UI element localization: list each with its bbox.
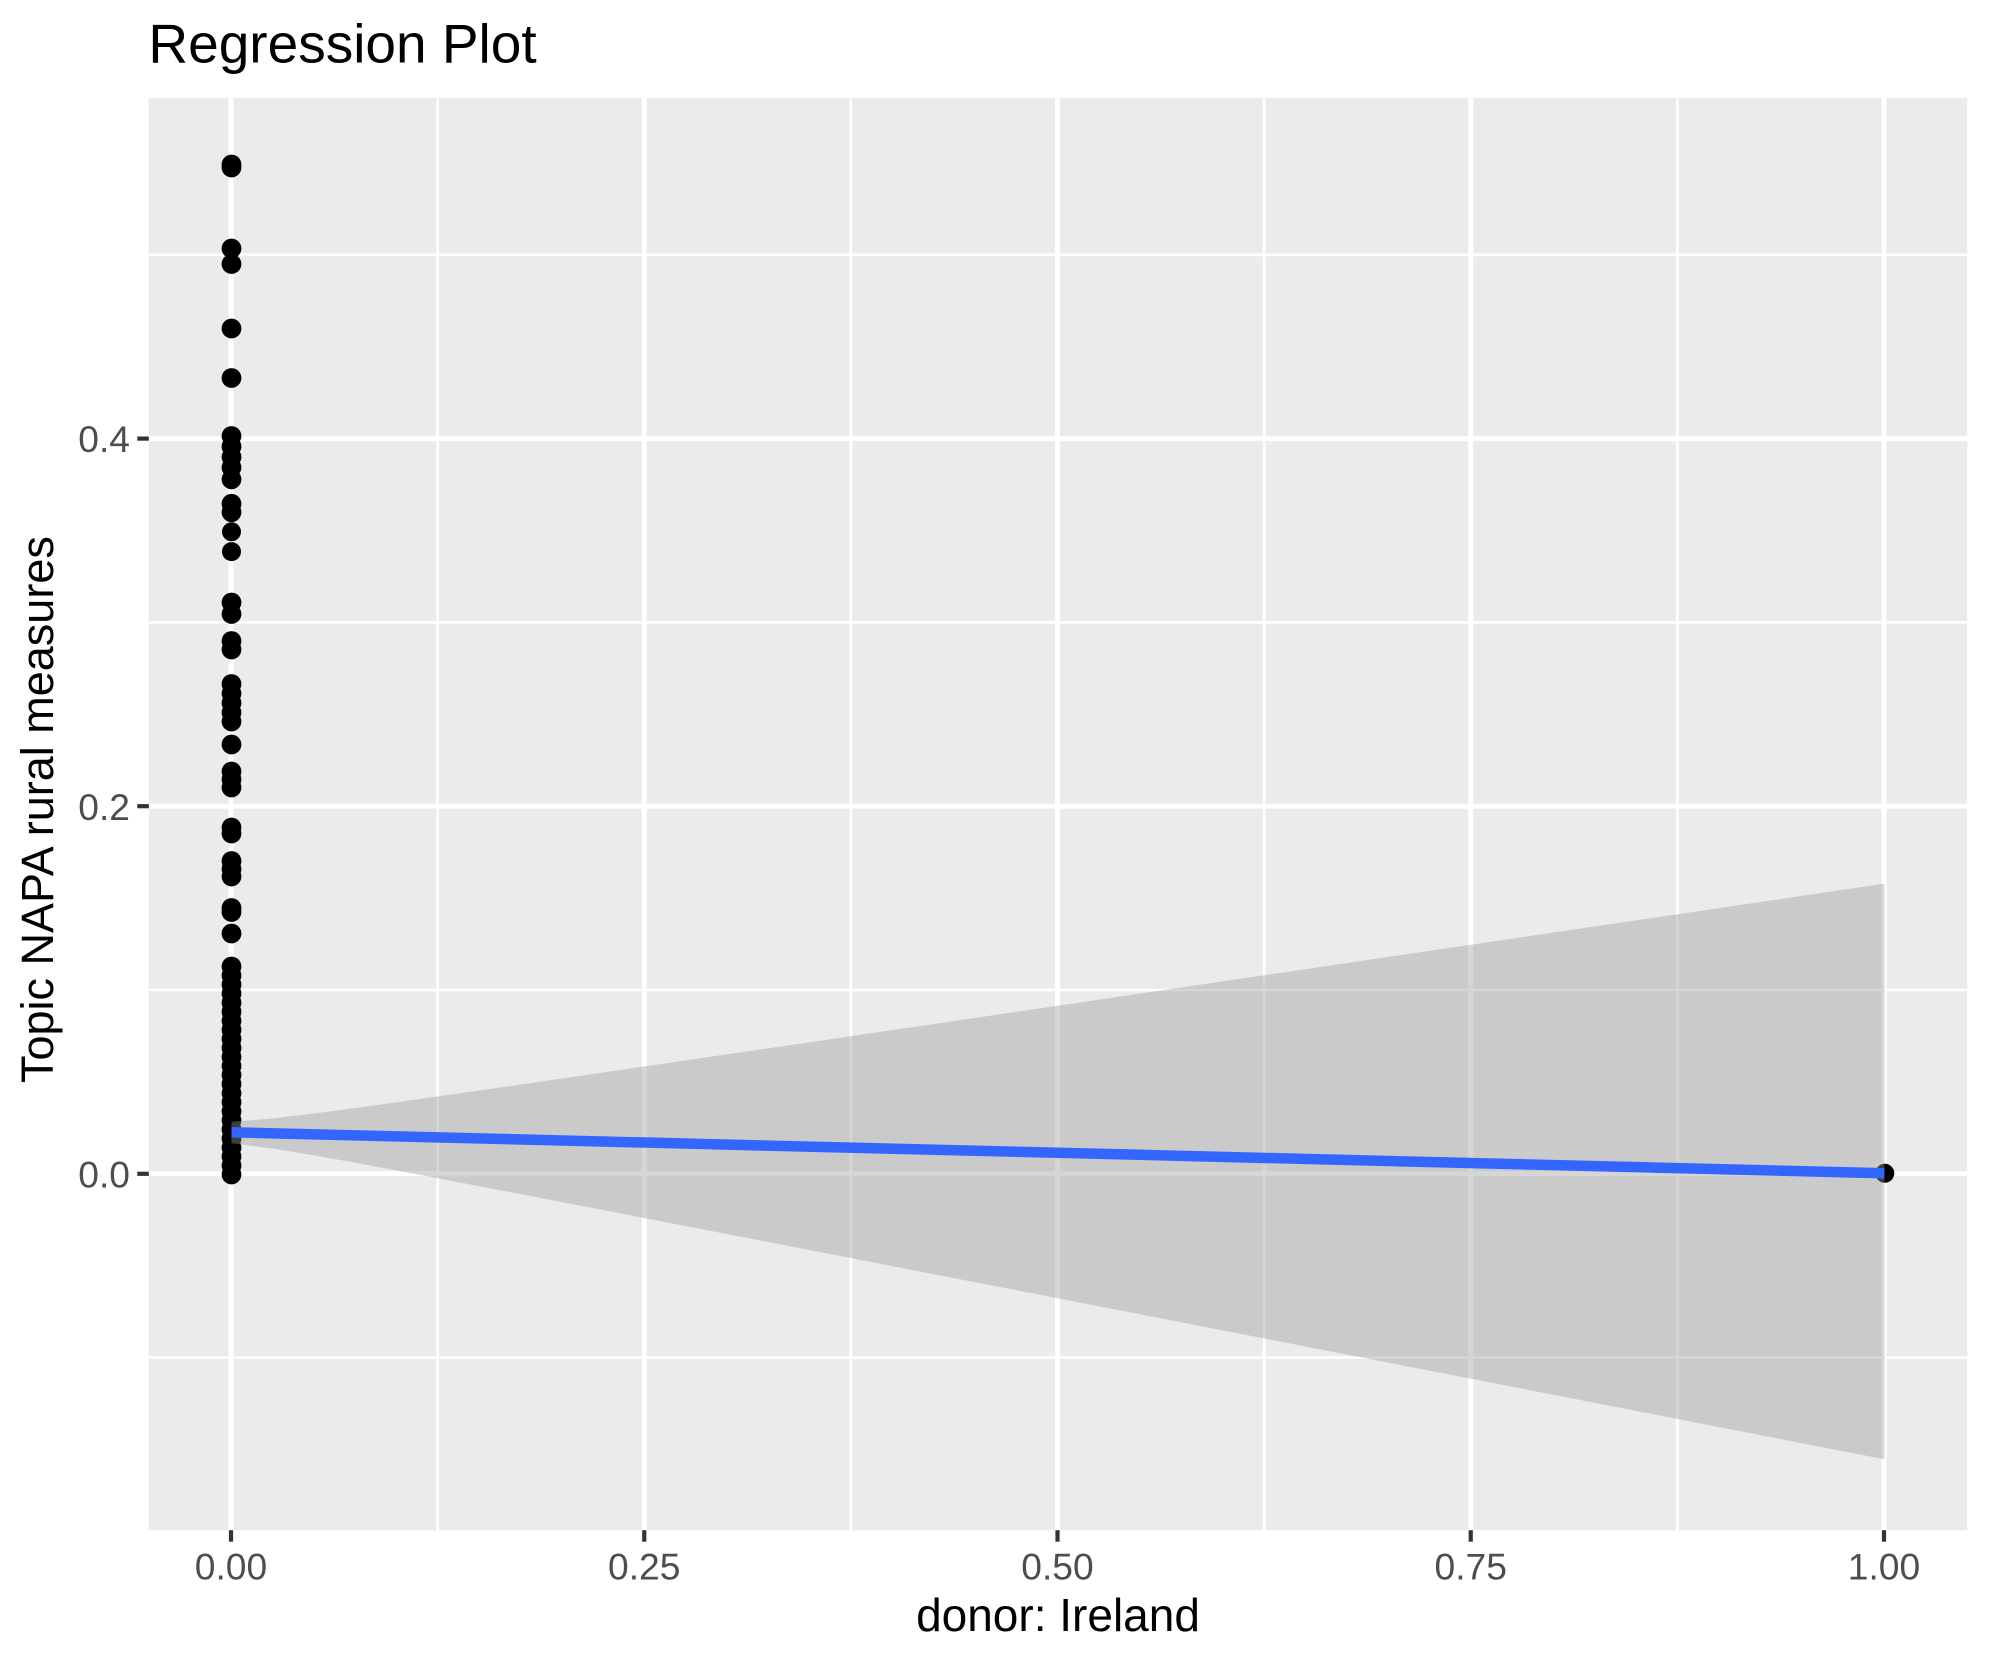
svg-text:0.50: 0.50 [1021, 1546, 1093, 1588]
svg-text:0.4: 0.4 [78, 418, 130, 460]
svg-text:0.2: 0.2 [78, 786, 130, 828]
svg-text:0.00: 0.00 [195, 1546, 267, 1588]
svg-text:1.00: 1.00 [1848, 1546, 1920, 1588]
svg-text:0.25: 0.25 [608, 1546, 680, 1588]
svg-text:0.0: 0.0 [78, 1153, 130, 1195]
svg-text:donor: Ireland: donor: Ireland [916, 1589, 1200, 1641]
svg-text:Regression Plot: Regression Plot [148, 12, 536, 74]
svg-text:Topic NAPA rural measures: Topic NAPA rural measures [12, 536, 63, 1083]
svg-text:0.75: 0.75 [1435, 1546, 1507, 1588]
